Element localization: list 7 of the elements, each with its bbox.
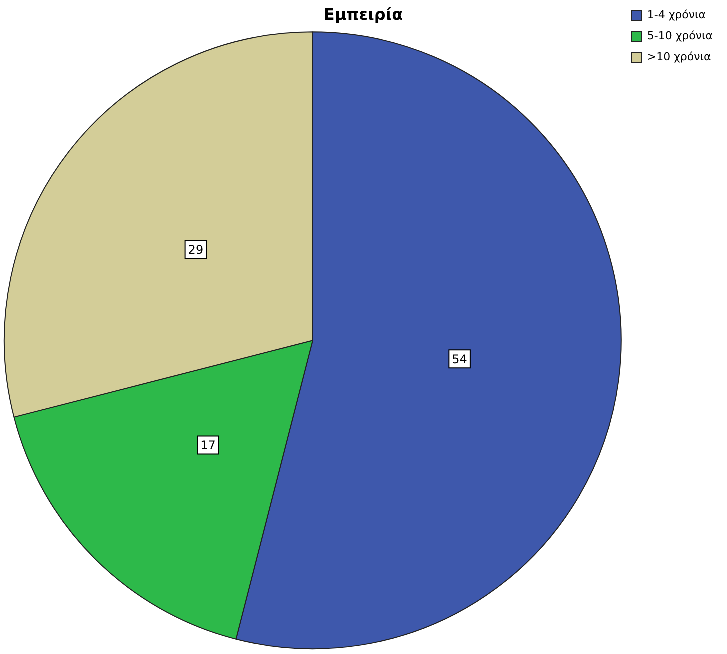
legend-label: >10 χρόνια xyxy=(647,50,712,64)
data-label: 54 xyxy=(452,352,468,366)
chart-title: Εμπειρία xyxy=(324,4,404,24)
data-label: 29 xyxy=(188,242,204,257)
legend-label: 1-4 χρόνια xyxy=(647,8,706,22)
legend-label: 5-10 χρόνια xyxy=(647,29,714,42)
data-label: 17 xyxy=(200,438,216,452)
